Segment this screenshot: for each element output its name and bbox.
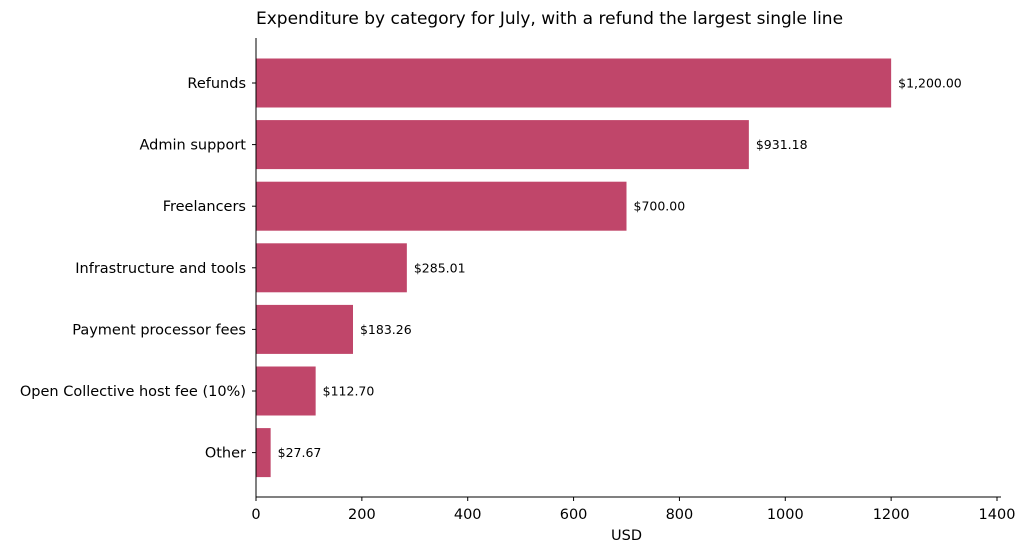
value-label: $285.01: [414, 260, 466, 275]
bar: [256, 304, 353, 354]
category-label: Open Collective host fee (10%): [20, 384, 246, 400]
chart-title: Expenditure by category for July, with a…: [256, 9, 843, 29]
category-label: Payment processor fees: [72, 322, 246, 338]
x-axis-ticks: 0 200 400 600 800 1000 1200 1400: [251, 497, 1015, 523]
bar: [256, 243, 407, 293]
category-label: Other: [205, 446, 246, 462]
x-tick-label: 200: [348, 507, 376, 523]
x-tick-label: 800: [666, 507, 694, 523]
bar: [256, 58, 892, 108]
category-label: Refunds: [187, 76, 246, 92]
x-axis-label: USD: [611, 528, 642, 544]
x-tick-label: 1000: [767, 507, 804, 523]
value-label: $700.00: [634, 199, 686, 214]
value-label: $27.67: [278, 445, 322, 460]
bar: [256, 181, 627, 231]
value-label: $112.70: [323, 384, 375, 399]
category-label: Infrastructure and tools: [75, 261, 246, 277]
category-label: Admin support: [140, 138, 247, 154]
x-tick-label: 0: [251, 507, 260, 523]
x-tick-label: 1400: [979, 507, 1016, 523]
y-axis-labels: Refunds Admin support Freelancers Infrastru…: [20, 76, 256, 462]
x-tick-label: 400: [454, 507, 482, 523]
value-label: $183.26: [360, 322, 412, 337]
x-tick-label: 1200: [873, 507, 910, 523]
value-label: $931.18: [756, 137, 808, 152]
value-label: $1,200.00: [898, 76, 962, 91]
x-tick-label: 600: [560, 507, 588, 523]
category-label: Freelancers: [163, 199, 246, 215]
value-labels-layer: $1,200.00 $931.18 $700.00 $285.01 $183.26 $11…: [278, 76, 962, 461]
bar: [256, 428, 271, 478]
bars-layer: [256, 58, 892, 478]
bar: [256, 120, 749, 170]
bar: [256, 366, 316, 416]
